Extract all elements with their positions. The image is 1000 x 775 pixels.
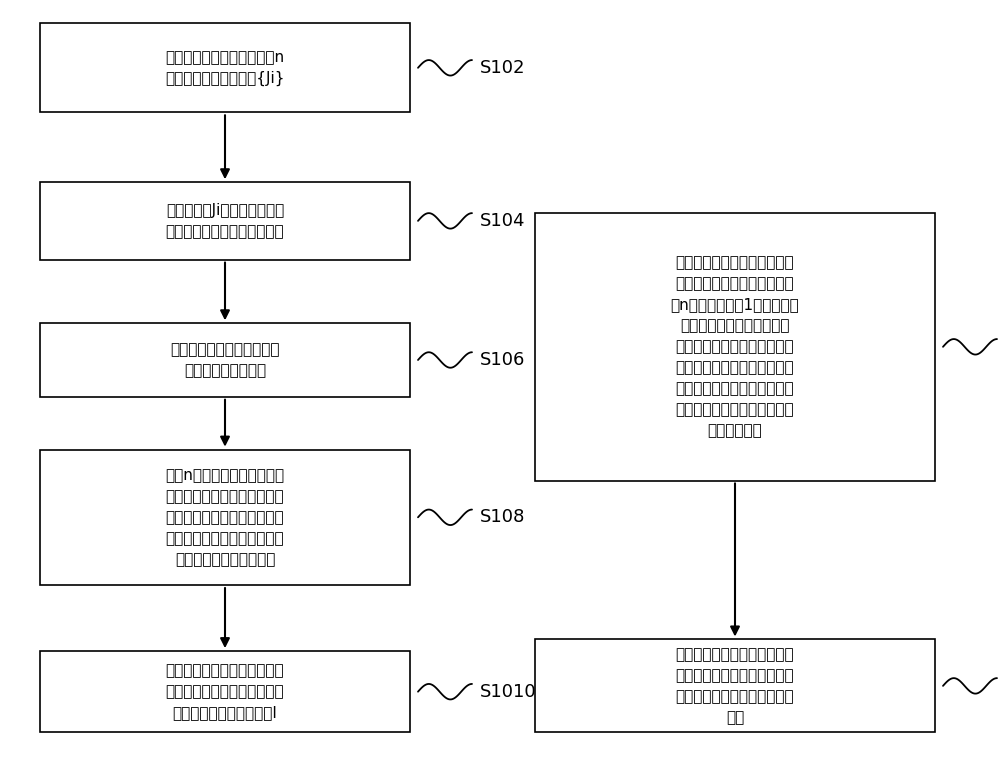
Bar	[535, 639, 935, 732]
Text: S106: S106	[480, 351, 525, 369]
Bar	[535, 213, 935, 480]
Text: S102: S102	[480, 59, 526, 77]
Bar	[40, 651, 410, 732]
Text: 对各帧图像Ji进行目标检测，
分别获得各帧图像的目标区域: 对各帧图像Ji进行目标检测， 分别获得各帧图像的目标区域	[166, 203, 284, 239]
Bar	[40, 23, 410, 112]
Text: S1010: S1010	[480, 683, 537, 701]
Text: 在各个目标区域中选取兴趣
点，获得兴趣点轨迹: 在各个目标区域中选取兴趣 点，获得兴趣点轨迹	[170, 342, 280, 378]
Bar	[40, 323, 410, 397]
Text: S104: S104	[480, 212, 526, 230]
Text: S108: S108	[480, 508, 525, 526]
Text: 使用超分辨率网络模型和梯度
引导网络模型对训练库进行优
化训练，获取相应的深度网络
权重: 使用超分辨率网络模型和梯度 引导网络模型对训练库进行优 化训练，获取相应的深度网…	[676, 647, 794, 725]
Text: 选取n个位于兴趣点轨迹上的
兴趣点，并以该兴趣点为中心
截取图像，以其中任一图像为
待超分辨率帧，将该待超分辨
率帧与其他图像进行配准: 选取n个位于兴趣点轨迹上的 兴趣点，并以该兴趣点为中心 截取图像，以其中任一图像…	[165, 468, 285, 567]
Text: 提取低质车牌和高分辨率车牌
中的字符，针对每个字符，建
立n个低质样本和1个高分辨率
样本的深度学习训练库；其
中，高分辨率车牌从原始监控
视频中获取，所述的低: 提取低质车牌和高分辨率车牌 中的字符，针对每个字符，建 立n个低质样本和1个高分…	[671, 255, 799, 439]
Bar	[40, 449, 410, 585]
Text: 使用深度网络权重对配准后的
多帧图像进行超分辨率处理，
得到清晰的高分辨率车牌I: 使用深度网络权重对配准后的 多帧图像进行超分辨率处理， 得到清晰的高分辨率车牌I	[166, 663, 284, 720]
Bar	[40, 182, 410, 260]
Text: 从原始压缩监控视频中获取n
帧包含车牌信息的图像{Ji}: 从原始压缩监控视频中获取n 帧包含车牌信息的图像{Ji}	[165, 50, 285, 86]
